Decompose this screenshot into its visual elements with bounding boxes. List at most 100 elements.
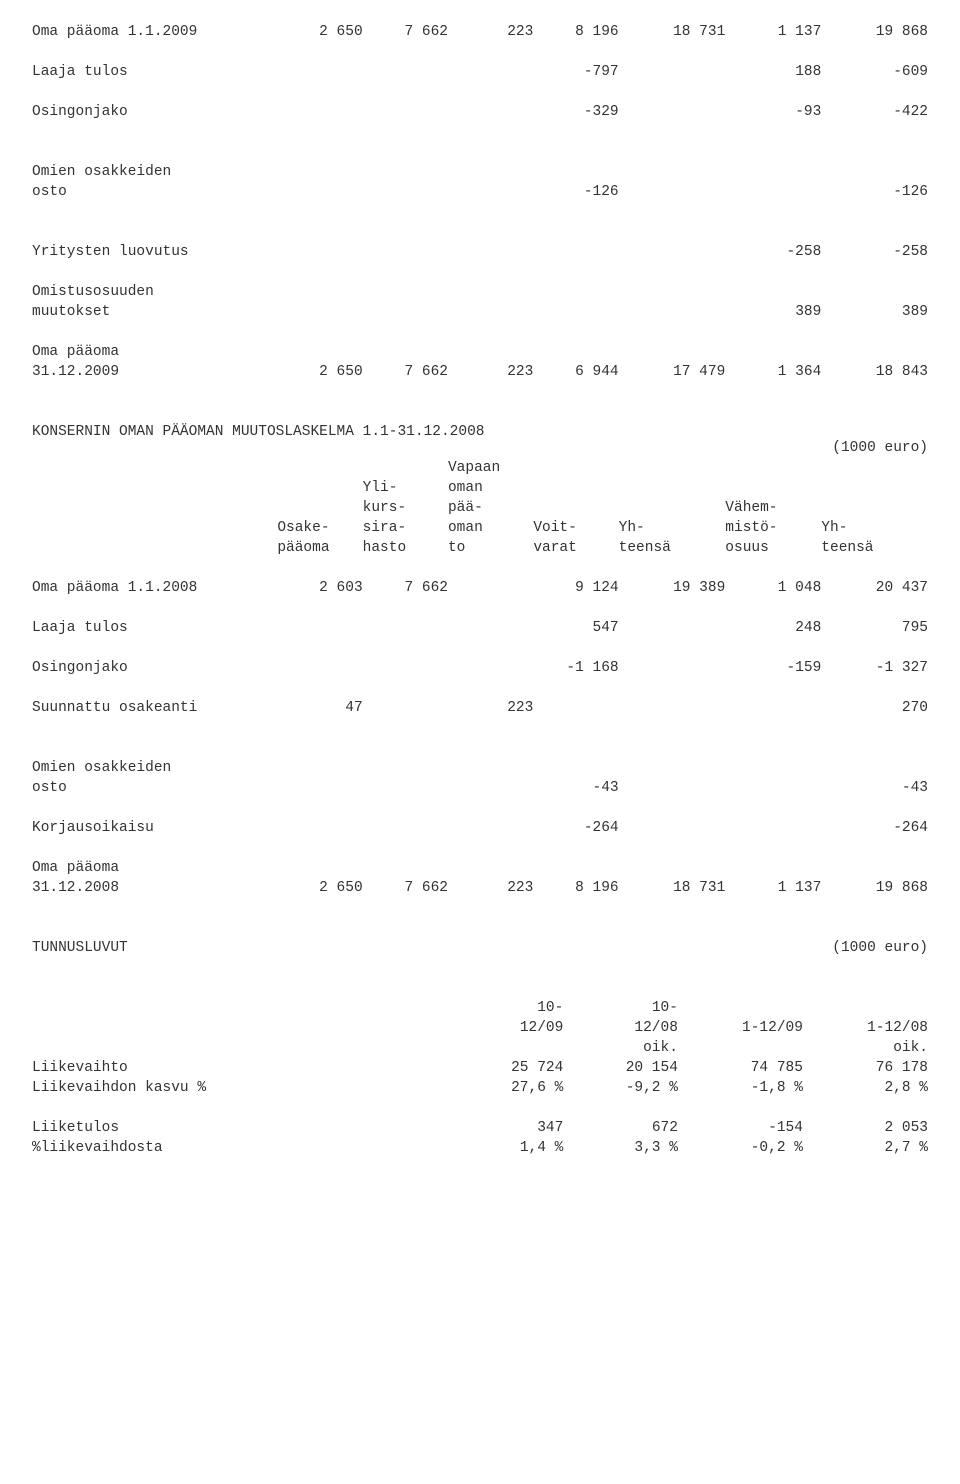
table-row: Omien osakkeiden <box>32 164 928 184</box>
col-head: teensä <box>619 540 726 560</box>
cell: -9,2 % <box>563 1080 678 1100</box>
cell: 7 662 <box>363 364 448 384</box>
cell: 223 <box>448 364 533 384</box>
cell: -1,8 % <box>678 1080 803 1100</box>
cell: -126 <box>821 184 928 204</box>
col-head: kurs- <box>363 500 448 520</box>
col-head: 12/09 <box>449 1020 564 1040</box>
col-head: 1-12/08 <box>803 1020 928 1040</box>
table-row: Korjausoikaisu -264 -264 <box>32 820 928 840</box>
row-label: 31.12.2009 <box>32 364 277 384</box>
row-label: Omistusosuuden <box>32 284 277 304</box>
cell: 17 479 <box>619 364 726 384</box>
cell: 672 <box>563 1120 678 1140</box>
col-head: oik. <box>803 1040 928 1060</box>
col-head: pääoma <box>277 540 362 560</box>
cell: 19 868 <box>821 24 928 44</box>
unit-label: (1000 euro) <box>803 940 928 960</box>
cell: 20 154 <box>563 1060 678 1080</box>
col-head: varat <box>533 540 618 560</box>
col-head: Yh- <box>821 520 928 540</box>
row-label: Omien osakkeiden <box>32 760 277 780</box>
cell: 1 364 <box>725 364 821 384</box>
row-label: %liikevaihdosta <box>32 1140 449 1160</box>
row-label: muutokset <box>32 304 277 324</box>
table-row: %liikevaihdosta 1,4 % 3,3 % -0,2 % 2,7 % <box>32 1140 928 1160</box>
col-head: hasto <box>363 540 448 560</box>
row-label: Laaja tulos <box>32 620 277 640</box>
row-label: Oma pääoma 1.1.2009 <box>32 24 277 44</box>
cell: 76 178 <box>803 1060 928 1080</box>
table-row: Suunnattu osakeanti 47 223 270 <box>32 700 928 720</box>
table-row: Osingonjako -1 168 -159 -1 327 <box>32 660 928 680</box>
cell: 7 662 <box>363 24 448 44</box>
cell: 223 <box>448 700 533 720</box>
row-label: Liiketulos <box>32 1120 449 1140</box>
row-label: Liikevaihto <box>32 1060 449 1080</box>
cell: 19 868 <box>821 880 928 900</box>
table-row: 31.12.2009 2 650 7 662 223 6 944 17 479 … <box>32 364 928 384</box>
cell: 9 124 <box>533 580 618 600</box>
table-row: Omien osakkeiden <box>32 760 928 780</box>
cell: 389 <box>725 304 821 324</box>
section-heading: KONSERNIN OMAN PÄÄOMAN MUUTOSLASKELMA 1.… <box>32 424 928 440</box>
cell: 7 662 <box>363 580 448 600</box>
cell: -264 <box>533 820 618 840</box>
cell: 1 137 <box>725 24 821 44</box>
cell: 47 <box>277 700 362 720</box>
col-head: Voit- <box>533 520 618 540</box>
cell: -159 <box>725 660 821 680</box>
table-row: Oma pääoma <box>32 344 928 364</box>
cell: -1 327 <box>821 660 928 680</box>
table-row: osto -43 -43 <box>32 780 928 800</box>
row-label: osto <box>32 780 277 800</box>
row-label: Yritysten luovutus <box>32 244 277 264</box>
cell: 6 944 <box>533 364 618 384</box>
col-head: oman <box>448 480 533 500</box>
table-row: Liiketulos 347 672 -154 2 053 <box>32 1120 928 1140</box>
table-row: Oma pääoma <box>32 860 928 880</box>
equity-table-2009: Oma pääoma 1.1.2009 2 650 7 662 223 8 19… <box>32 24 928 384</box>
col-head: mistö- <box>725 520 821 540</box>
row-label: Liikevaihdon kasvu % <box>32 1080 449 1100</box>
row-label: Oma pääoma 1.1.2008 <box>32 580 277 600</box>
table-row: 31.12.2008 2 650 7 662 223 8 196 18 731 … <box>32 880 928 900</box>
col-head: oik. <box>563 1040 678 1060</box>
cell: 2,8 % <box>803 1080 928 1100</box>
cell: 19 389 <box>619 580 726 600</box>
cell: 547 <box>533 620 618 640</box>
col-head: Vähem- <box>725 500 821 520</box>
col-head: teensä <box>821 540 928 560</box>
col-head: Vapaan <box>448 460 533 480</box>
cell: 18 731 <box>619 24 726 44</box>
row-label: Suunnattu osakeanti <box>32 700 277 720</box>
cell: -43 <box>533 780 618 800</box>
cell: 7 662 <box>363 880 448 900</box>
cell: 795 <box>821 620 928 640</box>
unit-label: (1000 euro) <box>821 440 928 460</box>
cell: -258 <box>821 244 928 264</box>
cell: -264 <box>821 820 928 840</box>
cell: 27,6 % <box>449 1080 564 1100</box>
col-head: 1-12/09 <box>678 1020 803 1040</box>
row-label: 31.12.2008 <box>32 880 277 900</box>
table-row: osto -126 -126 <box>32 184 928 204</box>
row-label: Osingonjako <box>32 104 277 124</box>
cell: -1 168 <box>533 660 618 680</box>
cell: 270 <box>821 700 928 720</box>
cell: 389 <box>821 304 928 324</box>
col-head: 10- <box>449 1000 564 1020</box>
cell: 223 <box>448 880 533 900</box>
cell: 8 196 <box>533 880 618 900</box>
table-row: Osingonjako -329 -93 -422 <box>32 104 928 124</box>
cell: 20 437 <box>821 580 928 600</box>
cell: 74 785 <box>678 1060 803 1080</box>
row-label: Oma pääoma <box>32 344 277 364</box>
table-row: Liikevaihto 25 724 20 154 74 785 76 178 <box>32 1060 928 1080</box>
cell: 2 603 <box>277 580 362 600</box>
row-label: Korjausoikaisu <box>32 820 277 840</box>
cell: 248 <box>725 620 821 640</box>
cell: -0,2 % <box>678 1140 803 1160</box>
cell: 2 650 <box>277 24 362 44</box>
cell: 1,4 % <box>449 1140 564 1160</box>
